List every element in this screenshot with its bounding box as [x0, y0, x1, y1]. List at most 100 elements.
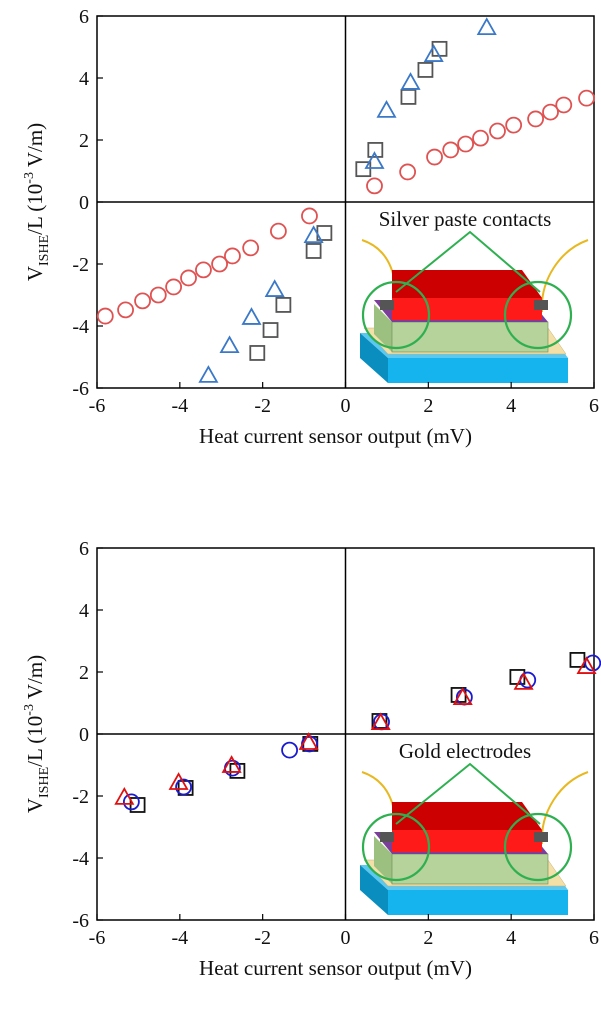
- circle-marker: [457, 135, 475, 153]
- circle-marker: [165, 278, 183, 296]
- x-tick-label: 4: [506, 927, 516, 949]
- circle-marker: [301, 207, 318, 225]
- y-tick-label: 6: [79, 538, 89, 560]
- y-tick-label: -4: [72, 316, 89, 338]
- triangle-marker: [452, 687, 473, 705]
- triangle-marker: [264, 279, 285, 297]
- x-tick-label: 4: [506, 395, 516, 417]
- y-label-end: V/m): [23, 655, 47, 704]
- circle-marker: [122, 793, 140, 811]
- circle-marker: [489, 122, 506, 140]
- x-tick-label: 2: [423, 395, 433, 417]
- x-axis-label: Heat current sensor output (mV): [199, 424, 472, 448]
- circle-marker: [96, 307, 114, 325]
- y-label-sub: ISHE: [37, 767, 52, 798]
- x-tick-label: 0: [341, 927, 351, 949]
- y-label-sup: -3: [22, 704, 37, 716]
- y-label-sub: ISHE: [37, 235, 52, 266]
- x-tick-label: 6: [589, 395, 599, 417]
- circle-marker: [117, 301, 134, 319]
- annotation: Silver paste contacts: [379, 207, 552, 231]
- y-tick-label: 2: [79, 130, 89, 152]
- y-tick-label: -2: [72, 254, 89, 276]
- triangle-marker: [114, 787, 135, 805]
- circle-marker: [134, 292, 151, 310]
- circle-marker: [149, 286, 167, 304]
- y-axis-label: VISHE/L (10-3 V/m): [22, 123, 52, 281]
- y-tick-label: 4: [79, 600, 89, 622]
- square-marker: [262, 322, 279, 338]
- circle-marker: [578, 89, 595, 107]
- x-tick-label: -4: [171, 927, 188, 949]
- circle-marker: [505, 116, 523, 134]
- triangle-marker: [221, 755, 242, 773]
- triangle-marker: [376, 100, 397, 118]
- x-tick-label: 0: [341, 395, 351, 417]
- annotation: Gold electrodes: [399, 739, 531, 763]
- circle-marker: [180, 269, 197, 287]
- x-tick-label: -2: [254, 927, 271, 949]
- square-marker: [305, 243, 322, 259]
- square-marker: [569, 652, 586, 668]
- triangle-marker: [364, 151, 385, 169]
- circle-marker: [242, 239, 260, 257]
- square-marker: [355, 161, 372, 178]
- y-tick-label: 6: [79, 6, 89, 28]
- triangle-marker: [298, 732, 319, 750]
- circle-marker: [399, 163, 417, 181]
- y-label-sup: -3: [22, 172, 37, 184]
- triangle-marker: [219, 335, 240, 354]
- circle-marker: [195, 261, 212, 279]
- square-marker: [249, 345, 266, 361]
- circle-marker: [211, 255, 228, 273]
- y-tick-label: -6: [72, 910, 89, 932]
- circle-marker: [281, 741, 298, 759]
- circle-marker: [426, 148, 443, 166]
- x-tick-label: 2: [423, 927, 433, 949]
- y-label-main: V: [23, 798, 47, 813]
- x-tick-label: -4: [171, 395, 188, 417]
- y-label-main: V: [23, 266, 47, 281]
- x-tick-label: 6: [589, 927, 599, 949]
- triangle-marker: [513, 672, 534, 690]
- circle-marker: [555, 96, 573, 114]
- square-marker: [275, 297, 292, 313]
- square-marker: [417, 62, 434, 78]
- circle-marker: [270, 222, 287, 240]
- circle-marker: [224, 247, 241, 265]
- circle-marker: [542, 103, 559, 121]
- circle-marker: [366, 177, 383, 195]
- square-marker: [367, 142, 384, 158]
- triangle-marker: [476, 17, 497, 35]
- x-axis-label: Heat current sensor output (mV): [199, 956, 472, 980]
- x-tick-label: -6: [89, 395, 106, 417]
- y-tick-label: 0: [79, 724, 89, 746]
- triangle-marker: [198, 365, 219, 383]
- y-tick-label: 2: [79, 662, 89, 684]
- circle-marker: [472, 129, 489, 147]
- triangle-marker: [423, 44, 444, 62]
- y-axis-label: VISHE/L (10-3 V/m): [22, 655, 52, 813]
- x-tick-label: -6: [89, 927, 106, 949]
- circle-marker: [527, 110, 545, 128]
- square-marker: [400, 89, 417, 105]
- triangle-marker: [400, 72, 421, 90]
- y-label-mid: /L (10: [23, 184, 47, 235]
- x-tick-label: -2: [254, 395, 271, 417]
- y-label-mid: /L (10: [23, 716, 47, 767]
- triangle-marker: [241, 307, 262, 325]
- square-marker: [229, 762, 246, 779]
- circle-marker: [175, 778, 192, 796]
- panel: -6 -4 -2 0 2 4 6 -6 -4 -2 0 2 4 6 Heat current sensor …: [22, 6, 599, 448]
- triangle-marker: [370, 712, 391, 731]
- panel: -6 -4 -2 0 2 4 6 -6 -4 -2 0 2 4 6 Heat current sensor …: [22, 538, 601, 980]
- triangle-marker: [303, 225, 324, 244]
- y-label-end: V/m): [23, 123, 47, 172]
- y-tick-label: -6: [72, 378, 89, 400]
- inset-device-2: [358, 762, 590, 917]
- y-tick-label: -4: [72, 848, 89, 870]
- y-tick-label: 0: [79, 192, 89, 214]
- y-tick-label: -2: [72, 786, 89, 808]
- triangle-marker: [576, 656, 597, 674]
